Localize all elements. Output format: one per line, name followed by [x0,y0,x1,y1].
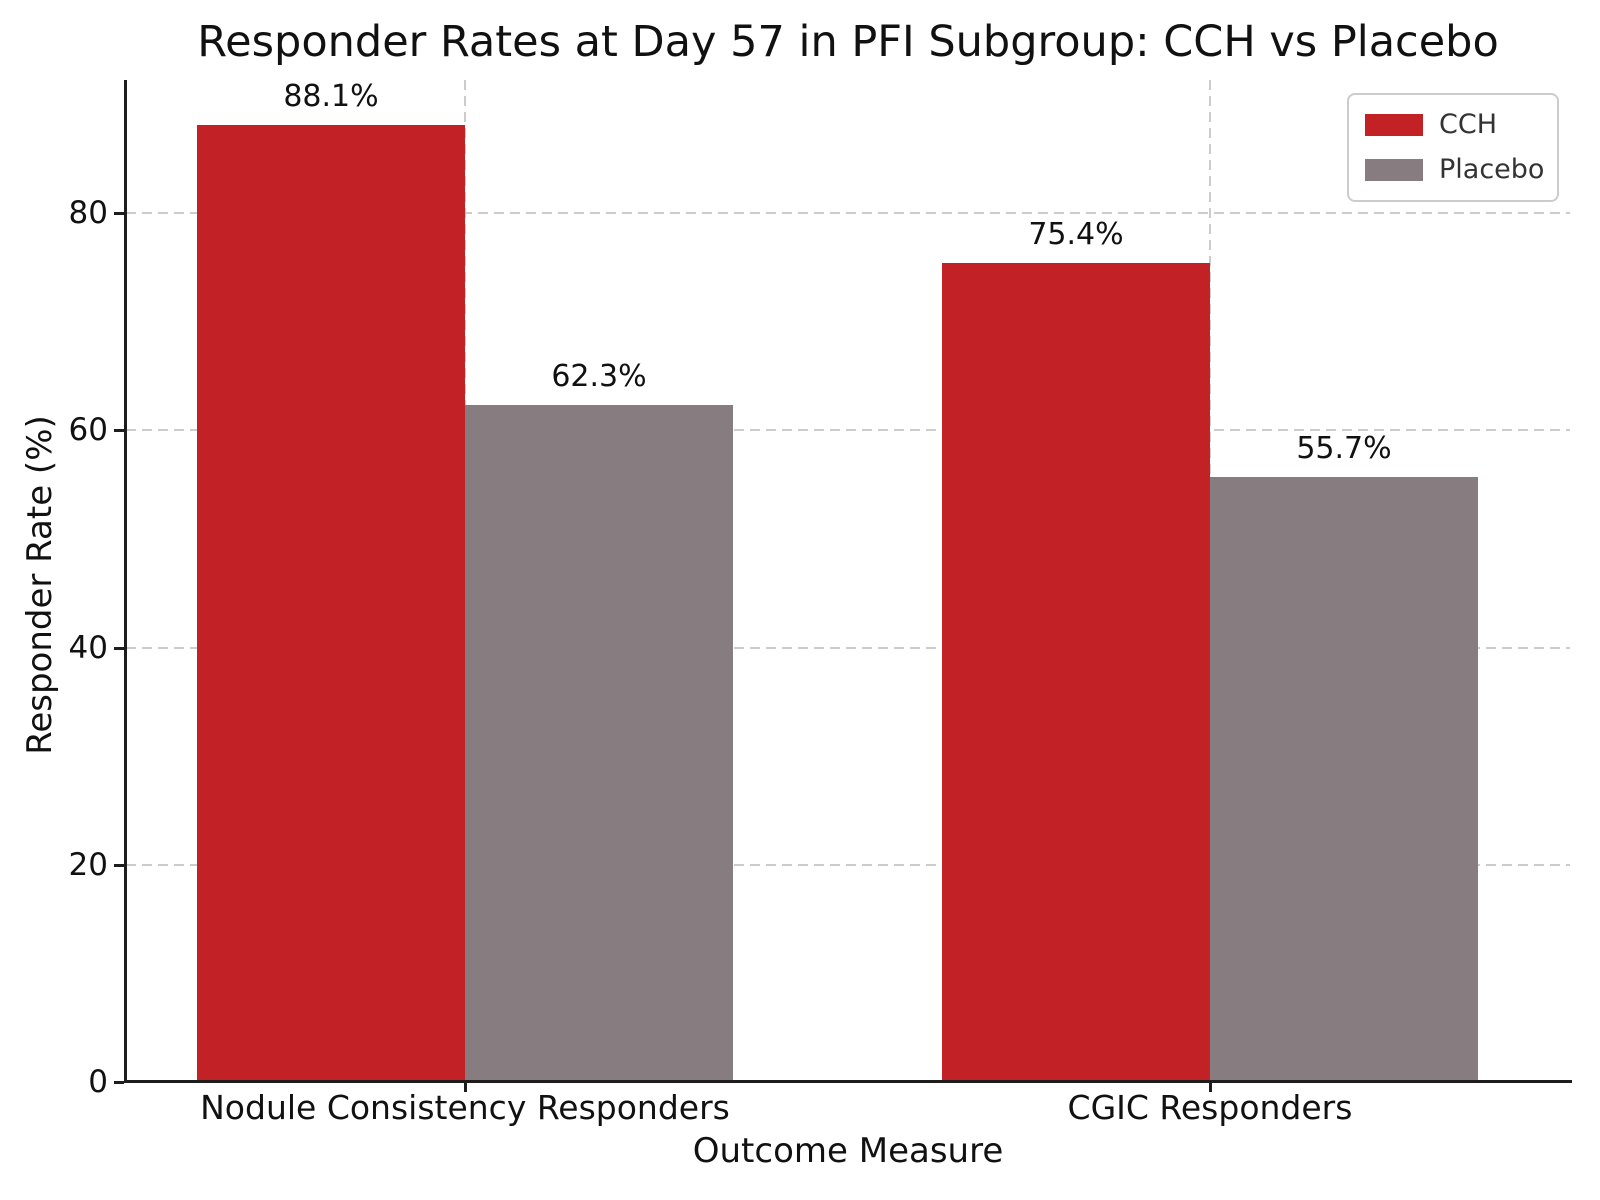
gridline-y-80 [126,212,1570,214]
bar-placebo-1 [1210,476,1478,1082]
legend: CCH Placebo [1347,93,1559,202]
bottom-axis-spine [124,1080,1572,1083]
y-tick-label-40: 40 [68,629,108,666]
x-axis-label: Outcome Measure [692,1131,1004,1171]
legend-label-cch: CCH [1439,109,1498,140]
bar-cch-0 [197,125,465,1082]
y-tick-mark-20 [114,863,124,867]
left-axis-spine [124,80,127,1083]
y-tick-mark-0 [114,1081,124,1084]
legend-item-cch: CCH [1365,109,1541,141]
gridline-y-20 [126,863,1570,866]
y-tick-mark-80 [114,212,124,215]
value-label-placebo-0: 62.3% [551,359,647,395]
bar-placebo-0 [465,405,733,1082]
y-tick-mark-60 [114,429,124,433]
chart-title: Responder Rates at Day 57 in PFI Subgrou… [197,17,1499,67]
legend-swatch-placebo [1365,159,1423,181]
bar-cch-1 [942,262,1210,1082]
y-tick-label-0: 0 [88,1064,108,1100]
y-tick-mark-40 [114,646,124,650]
y-tick-label-80: 80 [68,195,108,231]
x-tick-label-0: Nodule Consistency Responders [200,1088,730,1127]
gridline-y-60 [126,429,1570,432]
legend-label-placebo: Placebo [1439,154,1545,185]
gridline-y-40 [126,646,1570,649]
y-tick-label-60: 60 [68,412,108,449]
x-tick-mark-0 [464,1083,467,1092]
legend-item-placebo: Placebo [1365,154,1545,186]
y-axis-label: Responder Rate (%) [20,415,60,755]
value-label-cch-0: 88.1% [283,79,379,115]
x-tick-mark-1 [1209,1083,1212,1092]
value-label-cch-1: 75.4% [1028,216,1124,252]
y-tick-label-20: 20 [68,846,108,883]
value-label-placebo-1: 55.7% [1296,430,1392,466]
plot-area: 88.1% 75.4% 62.3% 55.7% [126,79,1570,1082]
legend-swatch-cch [1365,114,1423,136]
x-tick-label-1: CGIC Responders [1067,1088,1353,1127]
